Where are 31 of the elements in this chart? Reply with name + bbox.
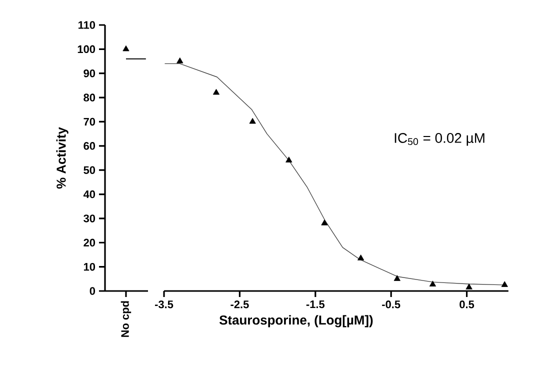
- x-tick-label: -1.5: [306, 300, 325, 308]
- y-tick-label: 100: [78, 45, 96, 54]
- point: [466, 284, 472, 290]
- point: [429, 280, 436, 286]
- point: [501, 281, 508, 287]
- x-tick-label: 0.5: [460, 300, 474, 308]
- point: [249, 118, 256, 124]
- y-tick-label: 70: [84, 118, 96, 126]
- y-tick-label: 50: [84, 166, 96, 174]
- point: [358, 254, 364, 260]
- point: [212, 88, 220, 95]
- x-axis-title: Staurosporine, (Log[µM]): [219, 315, 373, 328]
- x-tick-label: -0.5: [382, 300, 400, 308]
- point: [321, 220, 328, 226]
- y-tick-label: 0: [90, 287, 96, 295]
- y-tick-label: 10: [84, 262, 96, 271]
- point: [286, 156, 292, 162]
- x-tick-label: No cpd: [120, 301, 132, 337]
- y-tick-label: 40: [83, 190, 96, 198]
- annotation: IC$_{50}$ = 0.02 µM: [394, 133, 484, 146]
- y-tick-label: 110: [78, 21, 96, 29]
- y-tick-label: 90: [84, 69, 96, 78]
- x-tick-label: -2.5: [230, 300, 249, 308]
- x-tick-label: -3.5: [154, 300, 174, 308]
- y-tick-label: 20: [84, 238, 96, 247]
- y-tick-label: 80: [84, 94, 96, 102]
- y-tick-label: 60: [84, 142, 96, 150]
- point: [394, 275, 400, 281]
- y-tick-label: 30: [84, 214, 96, 222]
- point: [176, 57, 184, 64]
- y-axis-title: % Activity: [56, 127, 68, 189]
